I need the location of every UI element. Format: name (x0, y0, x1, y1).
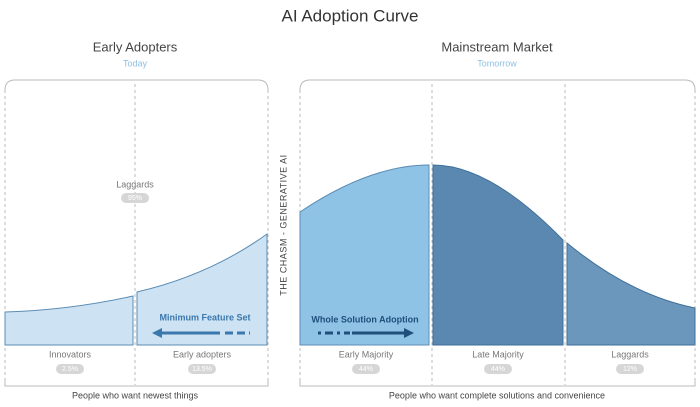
segment (566, 241, 696, 346)
overlay-label: Laggards (116, 179, 154, 189)
overlay-share: 95% (128, 195, 142, 202)
segment-share: 13.5% (192, 366, 212, 373)
segment-label: Laggards (611, 349, 649, 359)
bracket (4, 79, 269, 91)
panel-subtitle: Tomorrow (477, 58, 517, 68)
panel-subtitle: Today (123, 58, 148, 68)
segment (299, 164, 430, 346)
arrow-label: Minimum Feature Set (159, 312, 250, 322)
bracket (299, 79, 696, 91)
pill (56, 364, 84, 374)
segment-share: 44% (491, 366, 505, 373)
title: AI Adoption Curve (281, 6, 418, 25)
panel-title: Early Adopters (93, 39, 178, 54)
segment (4, 295, 134, 346)
segment-share: 12% (623, 366, 637, 373)
segment (136, 233, 268, 346)
pill (121, 193, 149, 203)
arrow-head (404, 328, 414, 338)
caption: People who want complete solutions and c… (389, 390, 605, 400)
arrow-label: Whole Solution Adoption (311, 314, 418, 324)
segment-label: Late Majority (472, 349, 524, 359)
segment-label: Innovators (49, 349, 92, 359)
bracket (299, 380, 696, 387)
caption: People who want newest things (72, 390, 199, 400)
panel-title: Mainstream Market (441, 39, 553, 54)
bracket (4, 380, 269, 387)
segment-label: Early adopters (173, 349, 232, 359)
chasm-label: THE CHASM - GENERATIVE AI (278, 154, 288, 295)
pill (352, 364, 380, 374)
segment-share: 2.5% (62, 366, 78, 373)
pill (188, 364, 216, 374)
segment-share: 44% (359, 366, 373, 373)
segment-label: Early Majority (339, 349, 394, 359)
arrow-head (152, 328, 162, 338)
segment (432, 164, 564, 346)
pill (616, 364, 644, 374)
pill (484, 364, 512, 374)
